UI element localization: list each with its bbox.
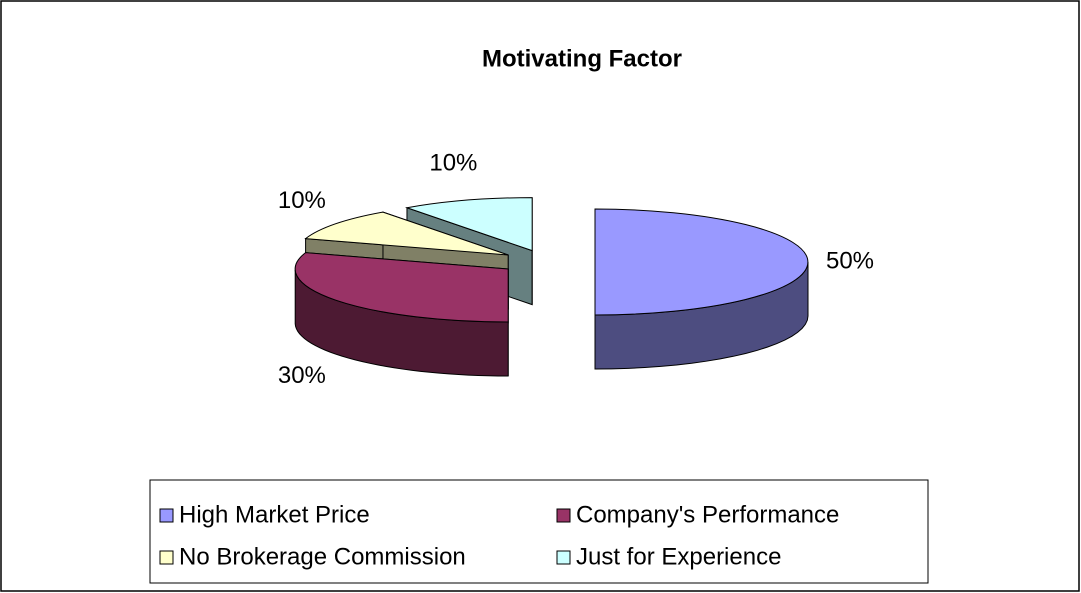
value-label: 30% <box>278 362 326 389</box>
legend-swatch <box>556 508 571 523</box>
legend-label: High Market Price <box>179 501 370 528</box>
legend-label: No Brokerage Commission <box>179 543 466 570</box>
slice <box>294 252 509 323</box>
slice <box>304 211 509 256</box>
value-label: 50% <box>826 247 874 274</box>
chart-title: Motivating Factor <box>482 45 682 72</box>
slice <box>404 197 533 252</box>
value-label: 10% <box>429 149 477 176</box>
value-label: 10% <box>278 187 326 214</box>
legend-label: Company's Performance <box>576 501 839 528</box>
slice <box>594 208 809 316</box>
legend-swatch <box>556 550 571 565</box>
legend-swatch <box>159 508 174 523</box>
legend-box <box>149 479 929 584</box>
legend-label: Just for Experience <box>576 543 781 570</box>
legend-swatch <box>159 550 174 565</box>
